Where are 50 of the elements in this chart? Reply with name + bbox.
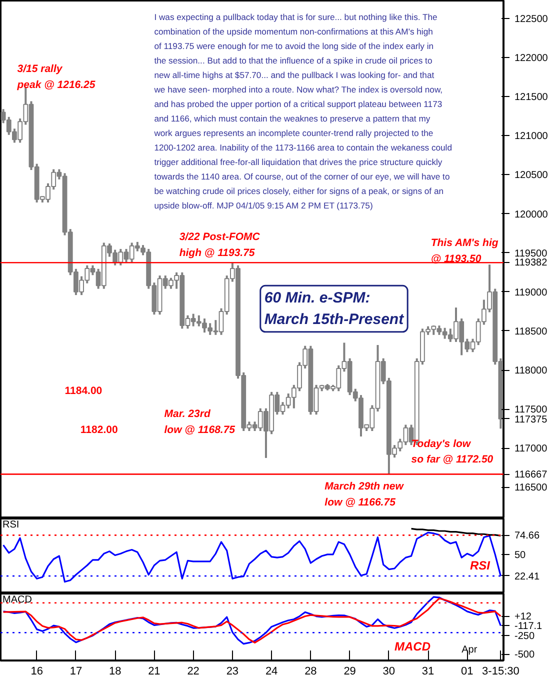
- annotation: 3/15 rally peak @ 1216.25: [16, 63, 96, 91]
- text: 60 Min. e-SPM: March 15th-Present: [264, 290, 405, 328]
- y-tick-label: -500: [514, 650, 535, 661]
- y-tick-label: 121000: [514, 131, 548, 142]
- y-tick-label: 119500: [514, 248, 548, 260]
- text: I was expecting a pullback today that is for sure... but nothing like this. The combination of the upside momentum non-confirmations at this AM's high of 1193.75 were enough for me to avoid the long side of the index early in the session... But add to that the influence of a spike in crude oil prices to new all-time highs at $57.70... and the pullback I was looking for- and that we have seen- morphed into a route. Now what? The index is oversold now, and has probed the upper portion of a critical support plateau between 1173 and 1166, which must contain the weaknes to preserve a pattern that my work argues represents an incomplete counter-trend rally projected to the 1200-1202 area. Inability of the 1173-1166 area to contain the wekaness could trigger additional free-for-all liquidation that drives the price structure quickly towards the 1140 area. Of course, out of the corner of our eye, we will have to be watching crude oil prices closely, either for signs of a peak, or signs of an upside blow-off. MJP 04/1/05 9:15 AM 2 PM ET (1173.75): [154, 12, 452, 211]
- x-tick-label: 24: [265, 666, 278, 678]
- annotation: 3/22 Post-FOMC high @ 1193.75: [179, 231, 260, 259]
- y-tick-label: 122500: [514, 14, 548, 25]
- x-tick-label: 30: [382, 666, 396, 678]
- annotation: March 29th new low @ 1166.75: [324, 480, 404, 508]
- y-tick-label: 117000: [514, 444, 548, 455]
- chart-title: MACD: [2, 594, 32, 606]
- y-tick-label: 118500: [514, 326, 548, 338]
- x-tick-label: 22: [187, 666, 200, 678]
- chart-title: RSI: [2, 520, 20, 530]
- x-tick-label: 21: [148, 666, 160, 678]
- y-tick-label: 117500: [514, 404, 548, 416]
- y-tick-label: 119000: [514, 287, 548, 298]
- x-tick-label: 28: [304, 666, 317, 678]
- annotation: 1182.00: [80, 424, 118, 436]
- y-tick-label: 117375: [514, 414, 548, 426]
- text: 3-15:30: [482, 666, 520, 678]
- y-tick-label: -117.1: [514, 621, 543, 632]
- x-tick-label: 23: [226, 666, 239, 678]
- y-tick-label: -250: [514, 631, 535, 642]
- line-series: [2, 532, 502, 583]
- x-tick-label: 31: [422, 666, 434, 678]
- annotation: Mar. 23rd low @ 1168.75: [164, 408, 236, 436]
- x-tick-label: 17: [70, 666, 82, 678]
- annotation: Today's low so far @ 1172.50: [411, 438, 494, 466]
- y-tick-label: +12: [514, 612, 532, 623]
- y-tick-label: 22.41: [514, 571, 540, 582]
- y-tick-label: 120000: [514, 209, 548, 220]
- x-tick-label: 16: [30, 666, 43, 678]
- y-tick-label: 119382: [514, 258, 548, 269]
- y-tick-label: 120500: [514, 170, 548, 182]
- x-tick-label: 01: [461, 666, 474, 678]
- y-tick-label: 74.66: [514, 530, 540, 542]
- y-tick-label: 116500: [514, 482, 548, 494]
- annotation: MACD: [394, 639, 431, 654]
- y-tick-label: 116667: [514, 470, 548, 481]
- x-tick-label: 29: [344, 666, 356, 678]
- y-tick-label: 122000: [514, 53, 548, 64]
- y-tick-label: 118000: [514, 366, 548, 377]
- annotation: RSI: [470, 558, 491, 572]
- x-tick-label: 18: [108, 666, 122, 678]
- annotation: 1184.00: [64, 385, 102, 398]
- y-tick-label: 121500: [514, 92, 548, 104]
- y-tick-label: 50: [514, 550, 526, 561]
